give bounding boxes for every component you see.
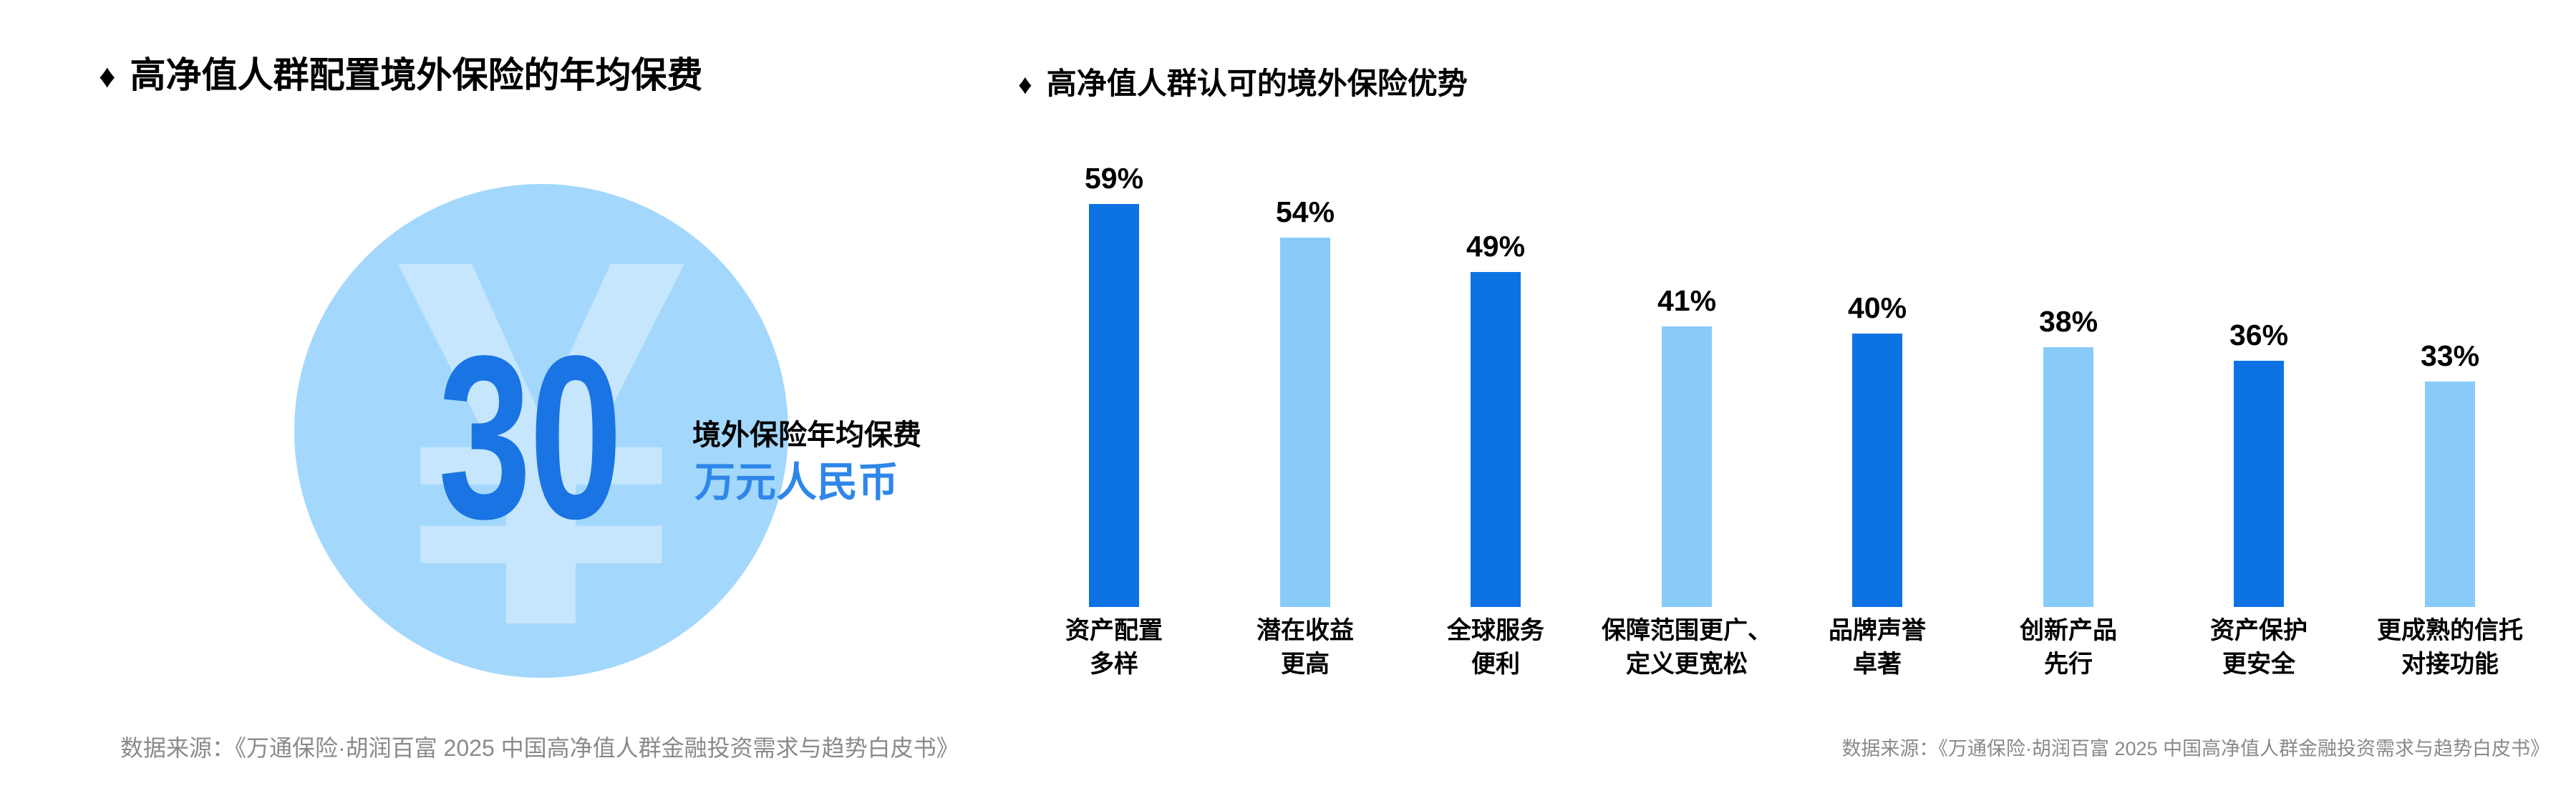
premium-amount-value: 30 — [438, 307, 622, 567]
bar-category-line: 资产保护 — [2210, 617, 2308, 644]
bar — [2043, 347, 2093, 607]
bar-category-line: 便利 — [1471, 651, 1520, 678]
left-source-note: 数据来源：《万通保险·胡润百富 2025 中国高净值人群金融投资需求与趋势白皮书… — [120, 735, 959, 761]
bar-value-label: 41% — [1657, 284, 1717, 317]
bar-category-line: 更成熟的信托 — [2377, 617, 2523, 644]
bar — [2234, 361, 2284, 607]
bar-category-label: 品牌声誉 卓著 — [1829, 614, 1926, 681]
bar — [1471, 272, 1521, 607]
bar — [1852, 334, 1902, 607]
bar-category-label: 保障范围更广、 定义更宽松 — [1602, 614, 1772, 681]
bar-category-line: 资产配置 — [1065, 617, 1163, 644]
bar-category-line: 先行 — [2044, 651, 2093, 678]
right-chart-title-text: 高净值人群认可的境外保险优势 — [1046, 67, 1468, 100]
bar-value-label: 36% — [2229, 319, 2289, 351]
bar-value-label: 49% — [1466, 230, 1526, 263]
bar — [1089, 204, 1139, 607]
bar-category-line: 潜在收益 — [1256, 617, 1354, 644]
bar-category-line: 定义更宽松 — [1626, 651, 1748, 678]
right-chart-title: ♦ 高净值人群认可的境外保险优势 — [1018, 69, 1468, 99]
bar-category-label: 更成熟的信托 对接功能 — [2377, 614, 2523, 681]
bar-category-line: 创新产品 — [2020, 617, 2117, 644]
diamond-bullet-icon: ♦ — [1018, 69, 1032, 100]
bar-value-label: 40% — [1847, 291, 1907, 324]
diamond-bullet-icon: ♦ — [99, 57, 116, 94]
bar-category-line: 更高 — [1281, 651, 1330, 678]
bar — [1280, 238, 1330, 607]
bar-value-label: 59% — [1084, 162, 1144, 195]
bar-category-line: 卓著 — [1853, 651, 1902, 678]
bar — [1662, 326, 1712, 607]
premium-caption: 境外保险年均保费 — [692, 419, 921, 451]
bar-category-line: 对接功能 — [2401, 651, 2499, 678]
bar-category-line: 多样 — [1090, 651, 1138, 678]
bar-category-label: 资产保护 更安全 — [2210, 614, 2308, 681]
bar-category-label: 创新产品 先行 — [2020, 614, 2117, 681]
left-chart-title-text: 高净值人群配置境外保险的年均保费 — [130, 55, 703, 95]
bar-category-label: 潜在收益 更高 — [1256, 614, 1354, 681]
premium-unit: 万元人民币 — [694, 460, 899, 505]
bar-category-label: 资产配置 多样 — [1065, 614, 1163, 681]
left-chart-title: ♦ 高净值人群配置境外保险的年均保费 — [99, 57, 702, 93]
bar-value-label: 54% — [1275, 195, 1335, 228]
bar-category-line: 全球服务 — [1447, 617, 1544, 644]
bar-value-label: 33% — [2420, 339, 2480, 372]
bar-category-line: 品牌声誉 — [1829, 617, 1926, 644]
bar-category-line: 更安全 — [2222, 651, 2295, 678]
yuan-currency-watermark-icon: ¥ — [396, 184, 687, 678]
bar-category-line: 保障范围更广、 — [1602, 617, 1772, 644]
right-source-note: 数据来源：《万通保险·胡润百富 2025 中国高净值人群金融投资需求与趋势白皮书… — [1841, 738, 2550, 759]
premium-circle-graphic: ¥ — [294, 184, 788, 678]
bar-category-label: 全球服务 便利 — [1447, 614, 1544, 681]
bar-value-label: 38% — [2038, 305, 2098, 338]
bar — [2425, 382, 2475, 607]
